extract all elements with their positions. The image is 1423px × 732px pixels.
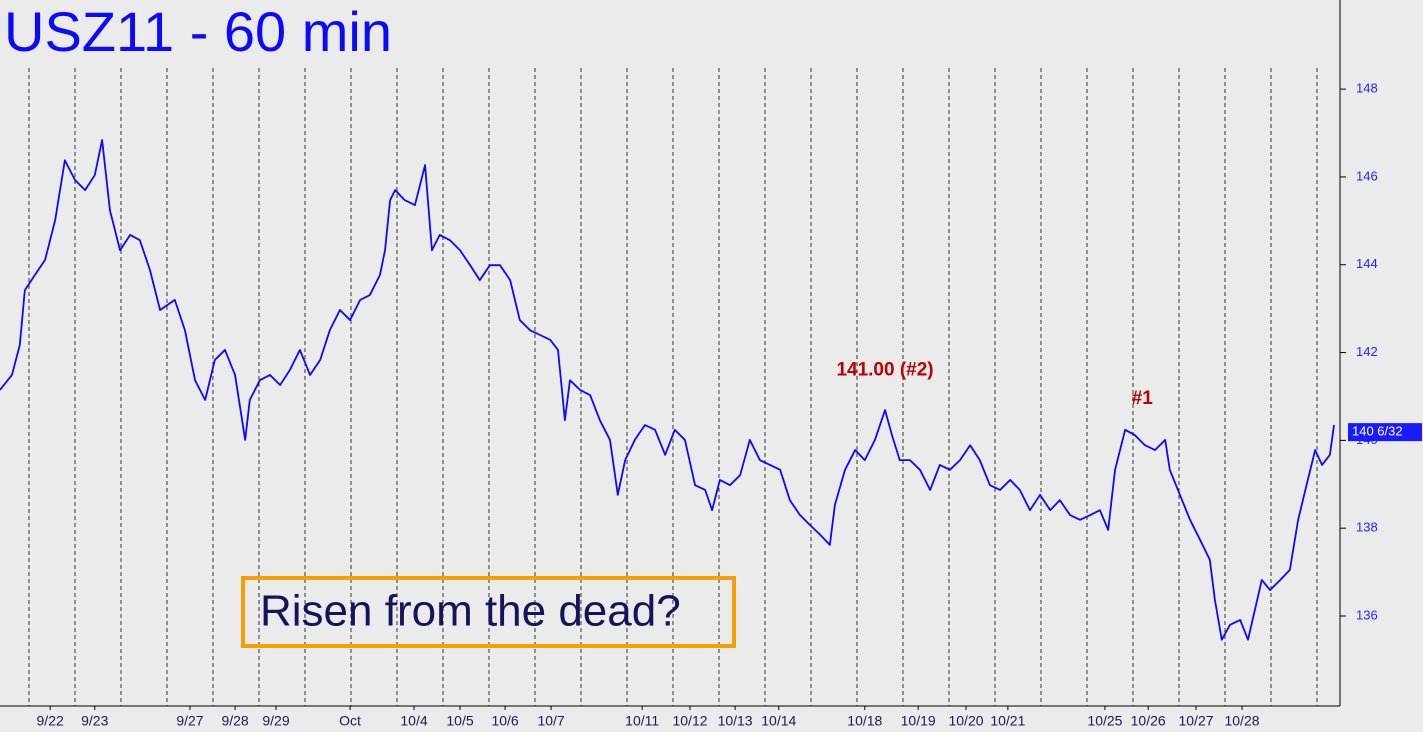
x-tick-label: 10/21 [990,713,1025,729]
price-line [0,139,1335,641]
x-tick-label: 10/19 [901,713,936,729]
annotation: 141.00 (#2) [836,359,933,380]
plot [0,139,1335,641]
x-tick-label: 10/13 [718,713,753,729]
x-tick-label: 10/7 [537,713,564,729]
x-tick-label: 10/27 [1178,713,1213,729]
last-price-box [1348,423,1422,442]
x-tick-label: 10/4 [400,713,427,729]
x-tick-label: 9/28 [221,713,248,729]
y-tick-label: 136 [1356,607,1378,622]
x-tick-label: 10/25 [1087,713,1122,729]
x-tick-label: 10/18 [847,713,882,729]
x-tick-label: 9/29 [262,713,289,729]
x-tick-label: 10/5 [446,713,473,729]
x-tick-label: Oct [339,713,361,729]
y-tick-label: 146 [1356,168,1378,183]
x-tick-label: 10/28 [1224,713,1259,729]
x-tick-label: 10/6 [491,713,518,729]
y-tick-label: 148 [1356,81,1378,96]
callout-box [241,576,736,648]
x-tick-label: 9/22 [37,713,64,729]
last-price-label: 140 6/32 [1352,424,1403,439]
callout-text: Risen from the dead? [260,587,681,636]
chart-title: USZ11 - 60 min [4,0,392,63]
annotation: #1 [1132,388,1154,409]
x-tick-label: 10/20 [948,713,983,729]
grid [28,68,1318,706]
x-tick-label: 10/14 [761,713,796,729]
x-tick-label: 10/26 [1131,713,1166,729]
x-tick-label: 9/23 [81,713,108,729]
y-tick-label: 138 [1356,520,1378,535]
x-tick-label: 10/12 [672,713,707,729]
x-tick-label: 9/27 [176,713,203,729]
x-tick-label: 10/11 [625,713,659,729]
y-tick-label: 142 [1356,344,1378,359]
y-tick-label: 144 [1356,256,1378,271]
